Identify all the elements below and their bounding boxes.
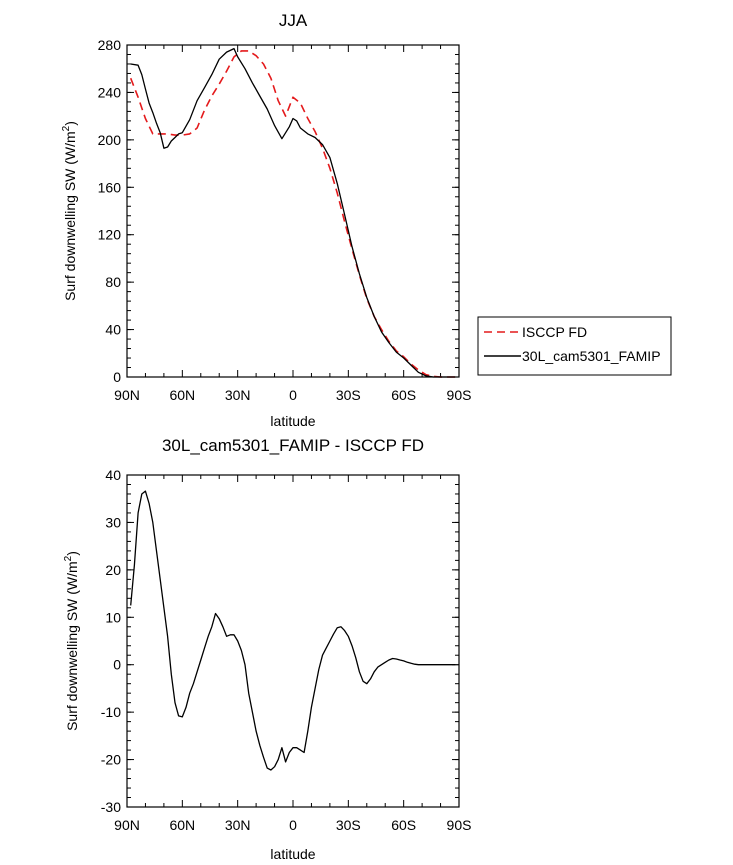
bottom-xtick-label: 30N [225, 817, 251, 833]
bottom-ytick-label: 20 [105, 562, 121, 578]
top-ytick-label: 120 [98, 227, 122, 243]
top-y-axis-label: Surf downwelling SW (W/m2) [61, 121, 78, 301]
bottom-ytick-label: -30 [101, 799, 121, 815]
bottom-ytick-label: 10 [105, 609, 121, 625]
top-axis-ticks [126, 44, 460, 378]
bottom-y-label-main: Surf downwelling SW (W/m [64, 561, 80, 731]
top-xtick-label: 60N [169, 387, 195, 403]
top-xtick-label: 30N [225, 387, 251, 403]
legend-label-isccp: ISCCP FD [522, 324, 587, 340]
top-chart-title: JJA [279, 11, 308, 30]
top-xtick-label: 30S [336, 387, 361, 403]
top-tick-labels: 90N 60N 30N 0 30S 60S 90S 0 40 80 120 160 200 240 280 [98, 37, 472, 403]
top-ytick-label: 200 [98, 132, 122, 148]
bottom-ytick-label: 0 [113, 657, 121, 673]
top-ytick-label: 80 [105, 274, 121, 290]
bottom-ytick-label: 30 [105, 514, 121, 530]
top-y-label-sup: 2 [61, 125, 72, 131]
bottom-ytick-label: -20 [101, 752, 121, 768]
top-y-label-main: Surf downwelling SW (W/m [62, 131, 78, 301]
legend: ISCCP FD 30L_cam5301_FAMIP [477, 316, 672, 376]
top-xtick-label: 90N [114, 387, 140, 403]
bottom-xtick-label: 60S [391, 817, 416, 833]
top-series-line-0 [129, 50, 456, 378]
top-xtick-label: 60S [391, 387, 416, 403]
top-ytick-label: 40 [105, 322, 121, 338]
top-series-line-1 [130, 47, 456, 378]
bottom-tick-labels: 90N 60N 30N 0 30S 60S 90S -30 -20 -10 0 10 20 30 40 [101, 467, 472, 833]
bottom-plot-frame [126, 474, 460, 808]
top-xtick-label: 0 [289, 387, 297, 403]
bottom-y-label-end: ) [64, 551, 80, 556]
bottom-chart-title: 30L_cam5301_FAMIP - ISCCP FD [162, 436, 424, 455]
bottom-xtick-label: 90N [114, 817, 140, 833]
bottom-axis-ticks [126, 474, 460, 808]
bottom-panel: 30L_cam5301_FAMIP - ISCCP FD 90N 60N 30N 0 3… [63, 436, 471, 862]
bottom-ytick-label: -10 [101, 704, 121, 720]
top-ytick-label: 280 [98, 37, 122, 53]
bottom-series [130, 490, 456, 771]
top-ytick-label: 160 [98, 179, 122, 195]
bottom-xtick-label: 30S [336, 817, 361, 833]
bottom-xtick-label: 60N [169, 817, 195, 833]
top-y-label-end: ) [62, 121, 78, 126]
top-ytick-label: 240 [98, 84, 122, 100]
top-xtick-label: 90S [447, 387, 472, 403]
bottom-y-label-sup: 2 [63, 555, 74, 561]
top-ytick-label: 0 [113, 369, 121, 385]
bottom-y-axis-label: Surf downwelling SW (W/m2) [63, 551, 80, 731]
bottom-x-axis-label: latitude [270, 846, 315, 862]
top-plot-frame [126, 44, 460, 378]
bottom-xtick-label: 0 [289, 817, 297, 833]
top-panel: JJA 90N 60N 30N 0 30S 60S 90S 0 40 80 120 160 200 240… [61, 11, 672, 429]
bottom-xtick-label: 90S [447, 817, 472, 833]
bottom-ytick-label: 40 [105, 467, 121, 483]
bottom-series-line-0 [130, 490, 456, 771]
top-x-axis-label: latitude [270, 413, 315, 429]
legend-label-model: 30L_cam5301_FAMIP [522, 348, 661, 364]
legend-box [477, 316, 672, 376]
top-series [129, 47, 456, 378]
